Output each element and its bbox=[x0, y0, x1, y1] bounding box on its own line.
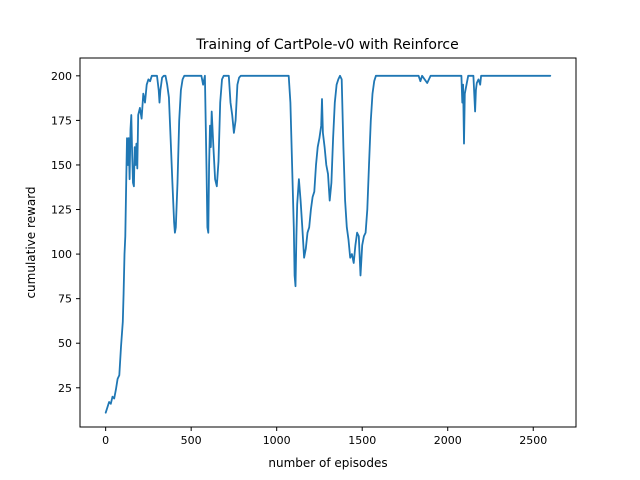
x-tick-label: 2000 bbox=[434, 434, 462, 447]
y-axis-ticks: 25 50 75 100 125 150 175 200 bbox=[51, 70, 80, 395]
chart-title: Training of CartPole-v0 with Reinforce bbox=[195, 37, 458, 53]
y-axis-label: cumulative reward bbox=[24, 186, 38, 298]
y-tick-label: 75 bbox=[58, 293, 72, 306]
y-tick-label: 50 bbox=[58, 337, 72, 350]
x-axis-ticks: 0 500 1000 1500 2000 2500 bbox=[102, 427, 547, 447]
y-tick-label: 200 bbox=[51, 70, 72, 83]
series-line-0 bbox=[104, 74, 552, 414]
y-tick-label: 175 bbox=[51, 114, 72, 127]
x-axis-label: number of episodes bbox=[268, 456, 387, 470]
x-tick-label: 2500 bbox=[519, 434, 547, 447]
plot-frame bbox=[79, 57, 577, 428]
x-tick-label: 1500 bbox=[348, 434, 376, 447]
y-tick-label: 125 bbox=[51, 204, 72, 217]
y-tick-label: 150 bbox=[51, 159, 72, 172]
y-tick-label: 100 bbox=[51, 248, 72, 261]
y-tick-label: 25 bbox=[58, 382, 72, 395]
series-layer bbox=[104, 74, 552, 414]
x-tick-label: 0 bbox=[102, 434, 109, 447]
x-tick-label: 1000 bbox=[263, 434, 291, 447]
x-tick-label: 500 bbox=[181, 434, 202, 447]
